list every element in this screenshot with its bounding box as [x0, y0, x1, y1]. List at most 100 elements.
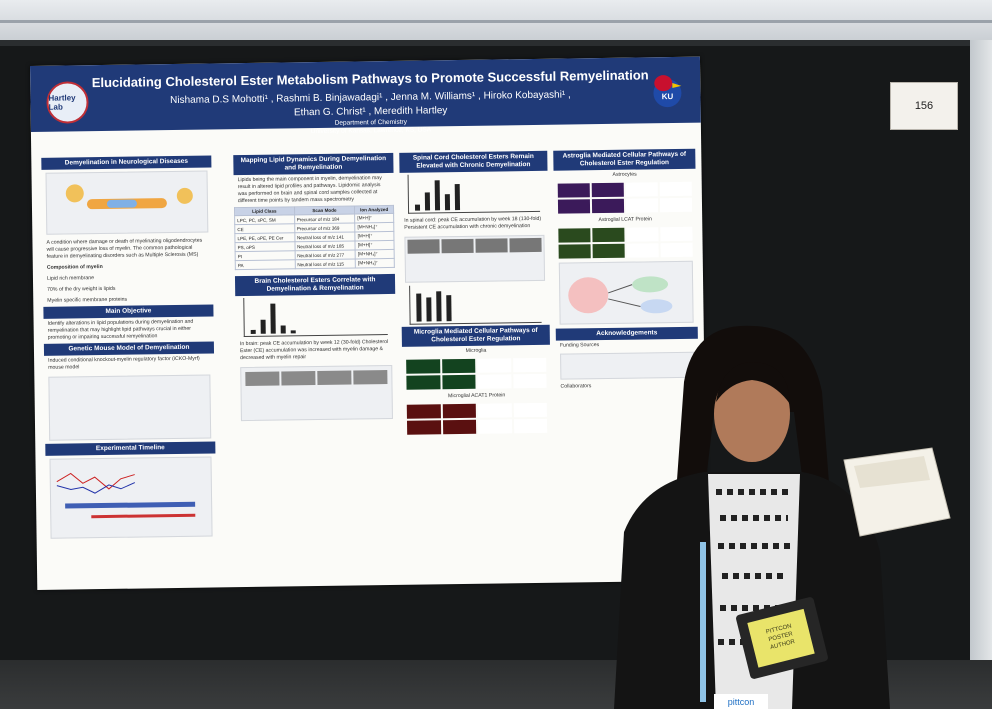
brain-ce-bar-chart	[243, 296, 388, 338]
spinal-image	[509, 237, 542, 253]
pathway-diagram	[558, 260, 694, 325]
neuron-illustration	[45, 170, 209, 235]
chart-bar	[424, 192, 431, 211]
micrograph	[406, 375, 441, 390]
micrograph-chart	[512, 357, 547, 373]
spinal-image-grid	[407, 237, 542, 254]
logo-text: Hartley Lab	[48, 93, 76, 112]
chart-bar	[414, 204, 421, 211]
micrograph-chart	[477, 419, 512, 434]
brain-image	[245, 371, 280, 387]
hartley-lab-logo: Hartley Lab	[46, 81, 89, 124]
poster-author-badge: PITTCON POSTER AUTHOR	[747, 608, 815, 668]
booth-number-card: 156	[890, 82, 958, 130]
research-poster: Hartley Lab Elucidating Cholesterol Este…	[30, 56, 708, 590]
micrograph	[558, 228, 591, 243]
poster-board-top-edge	[0, 40, 970, 46]
micrograph	[558, 244, 591, 259]
micrograph-chart	[477, 358, 511, 373]
section-microglia: Microglia Mediated Cellular Pathways of …	[401, 324, 550, 347]
microglia-image-grid	[406, 357, 547, 390]
section-brain-ce: Brain Cholesterol Esters Correlate with …	[234, 273, 396, 297]
paper-sign-holder	[843, 447, 951, 537]
micrograph	[442, 403, 476, 419]
micrograph-chart	[626, 227, 659, 242]
brain-ce-text: In brain: peak CE accumulation by week 1…	[239, 339, 389, 362]
chart-bar	[426, 297, 432, 322]
chart-bar	[434, 180, 441, 211]
brain-image	[353, 370, 388, 385]
micrograph-chart	[660, 226, 693, 242]
astroglial-lcat-grid	[558, 226, 693, 259]
spinal-image	[475, 238, 508, 253]
spinal-image	[441, 238, 474, 254]
micrograph-chart	[660, 242, 693, 258]
micrograph-chart	[659, 197, 693, 213]
brain-image	[317, 370, 352, 386]
poster-header: Hartley Lab Elucidating Cholesterol Este…	[30, 56, 701, 135]
lanyard-label: pittcon	[728, 697, 755, 707]
micrograph-chart	[477, 374, 512, 389]
chart-bar	[436, 291, 442, 322]
micrograph	[557, 199, 591, 214]
micrograph-chart	[625, 198, 659, 213]
astroglial-lcat-label: Astroglial LCAT Protein	[598, 216, 652, 224]
spinal-text: In spinal cord: peak CE accumulation by …	[404, 215, 542, 231]
microglia-acat-grid	[406, 402, 548, 435]
timeline-chart-icon	[56, 472, 196, 519]
micrograph	[591, 182, 624, 198]
pathway-diagram-icon	[568, 276, 673, 314]
micrograph-chart	[513, 418, 548, 434]
micrograph-chart	[659, 181, 692, 197]
poster-column-1: Demyelination in Neurological Diseases A…	[41, 155, 216, 541]
microglia-acat-label: Microglial ACAT1 Protein	[447, 392, 506, 400]
astrocyte-image-grid	[557, 181, 693, 214]
table-cell: PA	[235, 259, 295, 270]
chart-bar	[270, 303, 276, 334]
micrograph-chart	[626, 243, 659, 258]
brain-image-grid	[241, 366, 391, 390]
poster-title: Elucidating Cholesterol Ester Metabolism…	[91, 67, 649, 91]
astrocytes-label: Astrocytes	[612, 171, 637, 178]
chart-bar	[446, 295, 452, 322]
chart-bar	[280, 325, 286, 334]
table-row: PA Neutral loss of m/z 115 [M+NH₄]⁺	[235, 258, 395, 270]
chart-bar	[290, 330, 296, 334]
micrograph	[406, 404, 441, 419]
micrograph-chart	[512, 373, 547, 389]
spinal-ce-bar-chart	[407, 172, 541, 214]
micrograph	[591, 198, 625, 214]
lipid-class-table: Lipid Class Scan Mode Ion Analyzed LPC, …	[234, 205, 395, 270]
micrograph	[442, 419, 477, 435]
table-cell: [M+NH₄]⁺	[355, 258, 395, 268]
timeline-figure	[49, 456, 213, 539]
background-wall	[968, 40, 992, 709]
micrograph	[441, 374, 476, 390]
section-timeline: Experimental Timeline	[45, 441, 216, 456]
ceiling-beam	[0, 20, 992, 23]
mapping-text: Lipids being the main component in myeli…	[237, 175, 382, 205]
booth-number: 156	[914, 100, 934, 112]
spinal-image	[407, 239, 440, 254]
micrograph	[406, 359, 440, 374]
micrograph	[441, 358, 476, 374]
micrograph	[592, 243, 625, 259]
neuron-icon	[65, 184, 193, 210]
chart-bar	[260, 319, 266, 334]
demyelination-text: A condition where damage or death of mye…	[46, 237, 203, 260]
ku-text: KU	[662, 92, 674, 101]
poster-column-4: Astroglia Mediated Cellular Pathways of …	[553, 148, 698, 393]
poster-column-2: Mapping Lipid Dynamics During Demyelinat…	[233, 152, 397, 424]
spinal-quant-bar-chart	[409, 283, 542, 325]
section-astroglia: Astroglia Mediated Cellular Pathways of …	[553, 148, 696, 171]
section-mapping: Mapping Lipid Dynamics During Demyelinat…	[233, 152, 394, 176]
micrograph-chart	[477, 403, 512, 418]
section-spinal: Spinal Cord Cholesterol Esters Remain El…	[399, 150, 548, 173]
brain-image	[281, 371, 316, 386]
micrograph-chart	[513, 402, 547, 418]
mouse-model-diagram	[48, 374, 212, 441]
micrograph	[592, 227, 625, 243]
microglia-label: Microglia	[465, 347, 487, 354]
micrograph	[406, 420, 441, 435]
chart-bar	[444, 194, 451, 211]
